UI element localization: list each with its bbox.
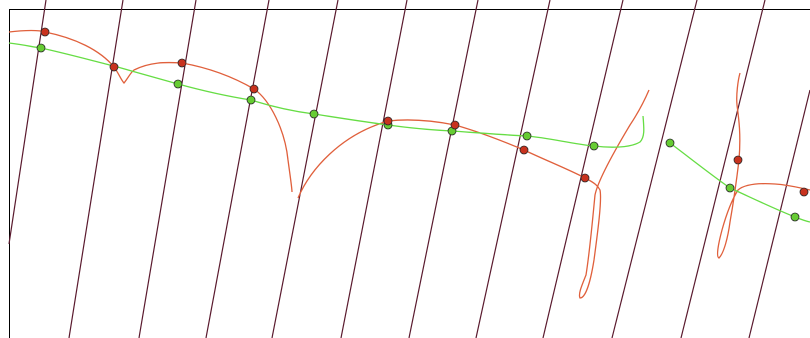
green-point[interactable] — [589, 141, 599, 151]
grid-lines-group — [8, 0, 810, 338]
red-point[interactable] — [580, 173, 590, 183]
red-point[interactable] — [733, 155, 743, 165]
green-point[interactable] — [665, 138, 675, 148]
red-curve-segment[interactable] — [716, 72, 810, 259]
guide-line[interactable] — [68, 0, 124, 338]
guide-line[interactable] — [611, 0, 698, 338]
guide-line[interactable] — [340, 0, 408, 338]
red-point[interactable] — [799, 187, 809, 197]
points-group — [36, 27, 809, 222]
guide-line[interactable] — [8, 0, 47, 245]
red-point[interactable] — [109, 62, 119, 72]
red-curve-segment[interactable] — [297, 89, 650, 299]
canvas-frame[interactable] — [9, 9, 810, 338]
guide-line[interactable] — [205, 0, 270, 338]
guide-line[interactable] — [138, 0, 197, 338]
guide-line[interactable] — [271, 0, 339, 338]
green-curve-segment[interactable] — [669, 142, 810, 223]
guide-line[interactable] — [475, 0, 551, 338]
green-point[interactable] — [522, 131, 532, 141]
curves-group — [8, 29, 810, 299]
guide-line[interactable] — [408, 0, 479, 338]
red-point[interactable] — [249, 84, 259, 94]
green-point[interactable] — [36, 43, 46, 53]
red-point[interactable] — [383, 116, 393, 126]
red-point[interactable] — [450, 120, 460, 130]
red-curve-segment[interactable] — [8, 29, 293, 193]
guide-line[interactable] — [680, 0, 766, 338]
guide-line[interactable] — [748, 89, 810, 338]
red-point[interactable] — [519, 145, 529, 155]
green-point[interactable] — [309, 109, 319, 119]
green-point[interactable] — [790, 212, 800, 222]
red-point[interactable] — [40, 27, 50, 37]
green-point[interactable] — [246, 95, 256, 105]
red-point[interactable] — [177, 58, 187, 68]
green-point[interactable] — [173, 79, 183, 89]
green-point[interactable] — [725, 183, 735, 193]
guide-line[interactable] — [542, 0, 624, 338]
